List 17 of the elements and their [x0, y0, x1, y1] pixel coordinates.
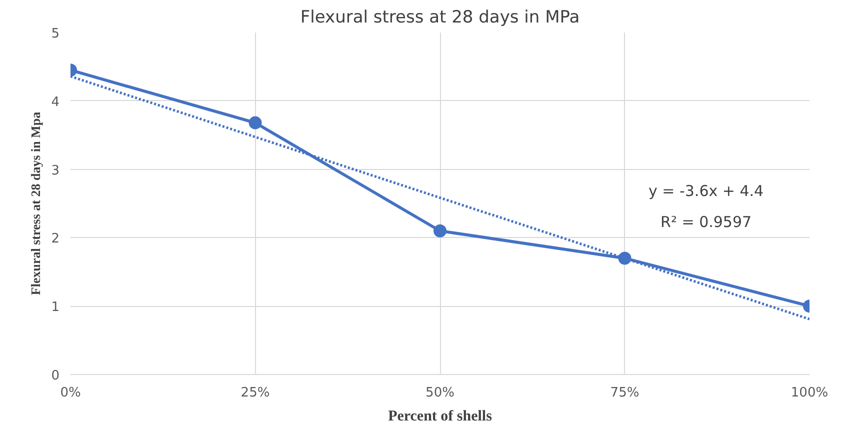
y-tick-label: 5: [51, 26, 60, 42]
annotation: R² = 0.9597: [660, 212, 752, 231]
point: [434, 224, 446, 238]
chart-title: Flexural stress at 28 days in MPa: [300, 8, 580, 28]
x-axis-title: Percent of shells: [388, 408, 492, 424]
y-axis-title: Flexural stress at 28 days in Mpa: [28, 111, 44, 296]
x-tick-label: 0%: [60, 386, 81, 400]
x-tick-label: 75%: [610, 386, 640, 400]
annotation: y = -3.6x + 4.4: [648, 182, 764, 200]
y-tick-label: 3: [51, 163, 60, 178]
y-tick-label: 1: [51, 300, 60, 316]
y-tick-label: 0: [51, 368, 60, 384]
x-tick-label: 50%: [426, 386, 454, 400]
y-tick-label: 4: [51, 94, 60, 110]
x-tick-label: 100%: [790, 386, 828, 400]
x-tick-label: 25%: [240, 386, 270, 400]
y-tick-label: 2: [51, 232, 60, 247]
